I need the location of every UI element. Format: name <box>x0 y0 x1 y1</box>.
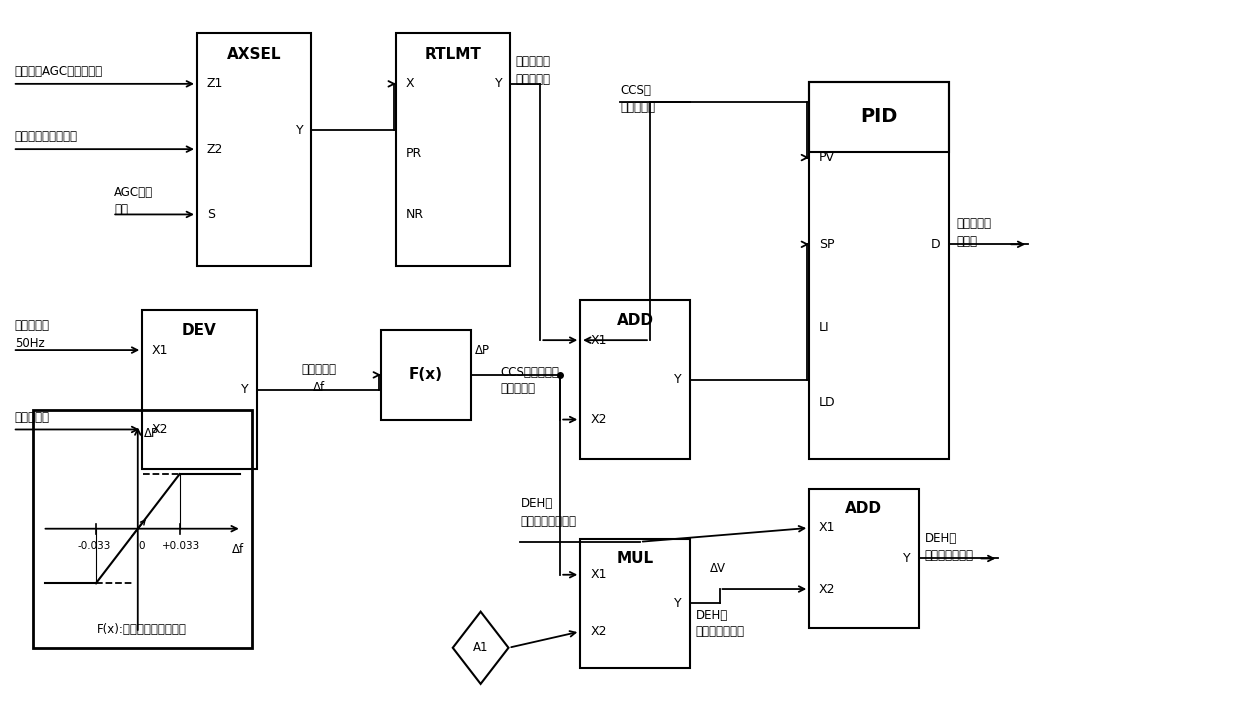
Text: X2: X2 <box>590 625 606 638</box>
Text: 速率限制后: 速率限制后 <box>516 55 551 68</box>
Text: DEH侧: DEH侧 <box>925 531 957 544</box>
Text: ΔP: ΔP <box>144 427 159 440</box>
Text: AGC方式: AGC方式 <box>114 186 154 199</box>
Text: Y: Y <box>903 552 910 565</box>
Text: PR: PR <box>405 147 422 160</box>
Text: DEH侧: DEH侧 <box>521 497 553 510</box>
Text: AXSEL: AXSEL <box>227 47 281 62</box>
Text: LD: LD <box>820 396 836 409</box>
Text: ΔP: ΔP <box>475 344 490 357</box>
Text: 频率测量值: 频率测量值 <box>15 411 50 424</box>
Bar <box>381 330 471 419</box>
Text: 原阀门开度指令值: 原阀门开度指令值 <box>521 515 577 528</box>
Text: Y: Y <box>241 383 249 396</box>
Text: PID: PID <box>861 108 898 126</box>
Bar <box>32 409 252 648</box>
Text: X1: X1 <box>153 344 169 357</box>
Text: CCS侧: CCS侧 <box>620 84 651 97</box>
Text: DEV: DEV <box>182 323 217 338</box>
Text: Z1: Z1 <box>207 77 223 90</box>
Bar <box>810 489 919 628</box>
Bar <box>580 300 689 459</box>
Text: 运行: 运行 <box>114 204 128 217</box>
Text: ADD: ADD <box>616 313 653 328</box>
Text: CCS侧一次调频: CCS侧一次调频 <box>501 366 559 379</box>
Bar <box>810 82 949 152</box>
Text: F(x): F(x) <box>409 367 443 383</box>
Text: PV: PV <box>820 151 835 164</box>
Text: A1: A1 <box>472 641 489 654</box>
Text: -0.033: -0.033 <box>77 541 110 551</box>
Text: NR: NR <box>405 208 424 221</box>
Text: X1: X1 <box>590 568 606 581</box>
Bar <box>580 539 689 668</box>
Text: 调度下发AGC负荷指令值: 调度下发AGC负荷指令值 <box>15 65 103 78</box>
Bar <box>810 82 949 459</box>
Text: 负荷指令值: 负荷指令值 <box>516 73 551 86</box>
Text: 阀门开度指令值: 阀门开度指令值 <box>925 549 973 562</box>
Text: 人工设定负荷指令值: 人工设定负荷指令值 <box>15 130 78 143</box>
Text: 50Hz: 50Hz <box>15 337 45 350</box>
Text: Y: Y <box>675 373 682 386</box>
Text: ADD: ADD <box>846 501 883 516</box>
Text: MUL: MUL <box>616 551 653 566</box>
Text: 汽轮机控制: 汽轮机控制 <box>956 217 992 230</box>
Text: X: X <box>405 77 414 90</box>
Bar <box>396 32 511 266</box>
Text: ΔV: ΔV <box>709 562 725 575</box>
Text: 阀门开度变化量: 阀门开度变化量 <box>696 625 745 638</box>
Text: Y: Y <box>495 77 502 90</box>
Text: D: D <box>931 238 941 251</box>
Text: 输出值: 输出值 <box>956 235 977 248</box>
Text: 实测负荷值: 实测负荷值 <box>620 101 655 114</box>
Text: X1: X1 <box>820 521 836 534</box>
Text: Δf: Δf <box>232 543 244 556</box>
Text: RTLMT: RTLMT <box>425 47 481 62</box>
Text: S: S <box>207 208 215 221</box>
Text: X2: X2 <box>820 583 836 596</box>
Text: Z2: Z2 <box>207 143 223 156</box>
Text: +0.033: +0.033 <box>162 541 201 551</box>
Text: F(x):一次调频补偿量函数: F(x):一次调频补偿量函数 <box>97 623 187 636</box>
Text: X2: X2 <box>590 413 606 426</box>
Text: DEH侧: DEH侧 <box>696 609 728 622</box>
Text: 0: 0 <box>139 541 145 551</box>
Bar <box>143 310 257 469</box>
Text: 功率补偿量: 功率补偿量 <box>501 382 536 395</box>
Text: Δf: Δf <box>312 380 325 393</box>
Text: X2: X2 <box>153 423 169 436</box>
Text: Y: Y <box>675 596 682 609</box>
Bar <box>197 32 311 266</box>
Text: 频率标准值: 频率标准值 <box>15 319 50 332</box>
Text: LI: LI <box>820 321 830 334</box>
Text: Y: Y <box>296 124 304 137</box>
Text: SP: SP <box>820 238 835 251</box>
Text: X1: X1 <box>590 334 606 347</box>
Text: 频率偏差值: 频率偏差值 <box>301 363 336 376</box>
